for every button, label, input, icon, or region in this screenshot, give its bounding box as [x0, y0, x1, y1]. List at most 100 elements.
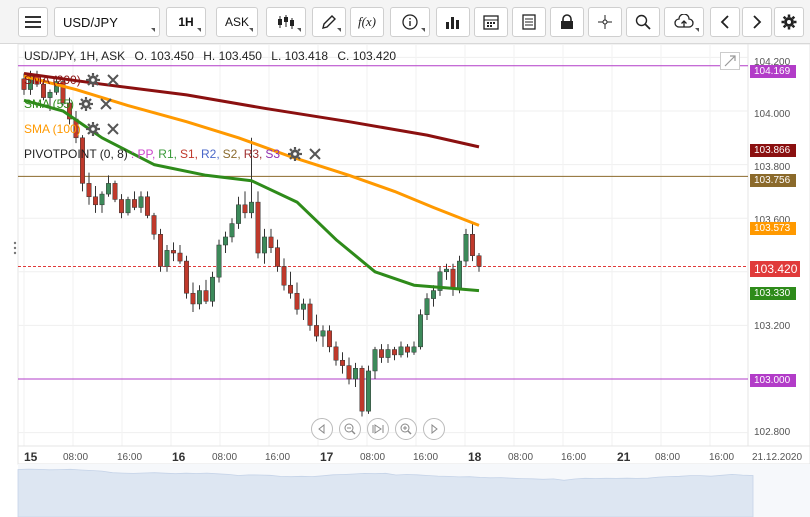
caret-icon: [297, 28, 301, 32]
candle-body: [119, 199, 124, 214]
candle-body: [255, 201, 261, 254]
timeframe-label: 1H: [178, 15, 194, 29]
gear-icon[interactable]: [78, 96, 94, 112]
lock-icon: [561, 14, 573, 29]
info-icon: [402, 14, 418, 30]
zoom-icon: [635, 14, 651, 30]
chart-canvas[interactable]: [0, 44, 810, 517]
back-button[interactable]: [710, 7, 740, 37]
time-label: 08:00: [360, 452, 386, 463]
candle-body: [294, 292, 300, 310]
candle-body: [398, 346, 404, 356]
price-chart[interactable]: USD/JPY, 1H, ASK O. 103.450 H. 103.450 L…: [0, 44, 810, 517]
close-icon[interactable]: [307, 146, 323, 162]
draw-tool-button[interactable]: [312, 7, 346, 37]
candle-body: [80, 137, 85, 184]
candle-body: [210, 276, 215, 302]
pivot-s2: S2,: [222, 147, 241, 161]
candle-body: [151, 215, 157, 235]
menu-button[interactable]: [18, 7, 48, 37]
candle-body: [249, 201, 254, 214]
sma200-line: [23, 72, 480, 149]
info-button[interactable]: [390, 7, 430, 37]
forward-button[interactable]: [742, 7, 772, 37]
price-tag-sma200: 103.866: [750, 144, 796, 157]
drag-handle-icon[interactable]: [12, 240, 18, 256]
candle-body: [125, 199, 131, 214]
gear-icon[interactable]: [85, 121, 101, 137]
function-icon: f(x): [357, 14, 377, 29]
price-tag-current: 103.420: [750, 261, 800, 277]
close-icon[interactable]: [98, 96, 114, 112]
price-tick: 103.200: [754, 321, 791, 332]
price-side-label: ASK: [224, 15, 249, 29]
expand-button[interactable]: [720, 52, 740, 70]
caret-icon: [337, 28, 341, 32]
pivot-s3: S3: [265, 147, 281, 161]
time-label: 16:00: [117, 452, 143, 463]
price-tag-pivot-level: 103.756: [750, 174, 796, 187]
settings-button[interactable]: [774, 7, 804, 37]
candle-body: [437, 271, 443, 291]
calendar-icon: [483, 15, 499, 30]
close-icon[interactable]: [105, 121, 121, 137]
close-icon[interactable]: [105, 72, 121, 88]
candle-body: [93, 196, 98, 206]
price-tick: 104.000: [754, 109, 791, 120]
candle-body: [28, 75, 33, 90]
cloud-save-button[interactable]: [664, 7, 704, 37]
caret-icon: [151, 28, 155, 32]
caret-icon: [249, 28, 253, 32]
zoom-out-icon: [344, 423, 356, 435]
pivot-r3: R3,: [243, 147, 263, 161]
lock-button[interactable]: [550, 7, 584, 37]
candle-body: [164, 250, 170, 267]
candle-body: [158, 234, 163, 267]
candle-body: [236, 204, 241, 224]
candle-body: [288, 284, 293, 294]
volume-button[interactable]: [436, 7, 470, 37]
zoom-out-button[interactable]: [339, 418, 361, 440]
timeframe-selector[interactable]: 1H: [166, 7, 206, 37]
zoom-button[interactable]: [626, 7, 660, 37]
caret-icon: [695, 28, 699, 32]
date-label: 21: [617, 450, 631, 464]
crosshair-icon: [598, 15, 612, 29]
gear-icon[interactable]: [85, 72, 101, 88]
zoom-in-icon: [400, 423, 412, 435]
date-label: 15: [24, 450, 38, 464]
high-value: H. 103.450: [203, 49, 262, 63]
price-side-selector[interactable]: ASK: [216, 7, 258, 37]
symbol-selector[interactable]: USD/JPY: [54, 7, 160, 37]
calendar-button[interactable]: [474, 7, 508, 37]
indicators-button[interactable]: f(x): [350, 7, 384, 37]
candle-body: [359, 368, 365, 412]
sma100-label: SMA (100): [24, 122, 81, 136]
price-tag-sma100: 103.573: [750, 222, 796, 235]
zoom-in-button[interactable]: [395, 418, 417, 440]
crosshair-button[interactable]: [588, 7, 622, 37]
candle-body: [223, 236, 228, 246]
date-end-label: 21.12.2020: [752, 452, 803, 463]
template-button[interactable]: [512, 7, 546, 37]
reset-view-button[interactable]: [367, 418, 389, 440]
candle-body: [385, 349, 391, 358]
ohlc-info: USD/JPY, 1H, ASK O. 103.450 H. 103.450 L…: [24, 49, 402, 63]
candle-body: [177, 252, 183, 262]
price-tag-sma55: 103.330: [750, 287, 796, 300]
time-label: 08:00: [212, 452, 238, 463]
chart-type-button[interactable]: [266, 7, 306, 37]
candle-body: [411, 346, 417, 353]
candle-body: [444, 268, 449, 273]
candle-body: [372, 349, 378, 372]
price-tag-lower-pivot: 103.000: [750, 374, 796, 387]
scroll-left-button[interactable]: [311, 418, 333, 440]
legend-pivotpoint: PIVOTPOINT (0, 8) : PP, R1, S1, R2, S2, …: [24, 146, 323, 162]
gear-icon[interactable]: [287, 146, 303, 162]
scroll-right-button[interactable]: [423, 418, 445, 440]
candle-body: [190, 292, 196, 305]
chart-navigation: [311, 418, 445, 440]
candle-body: [216, 244, 222, 278]
pencil-icon: [322, 15, 336, 29]
gear-icon: [781, 14, 797, 30]
